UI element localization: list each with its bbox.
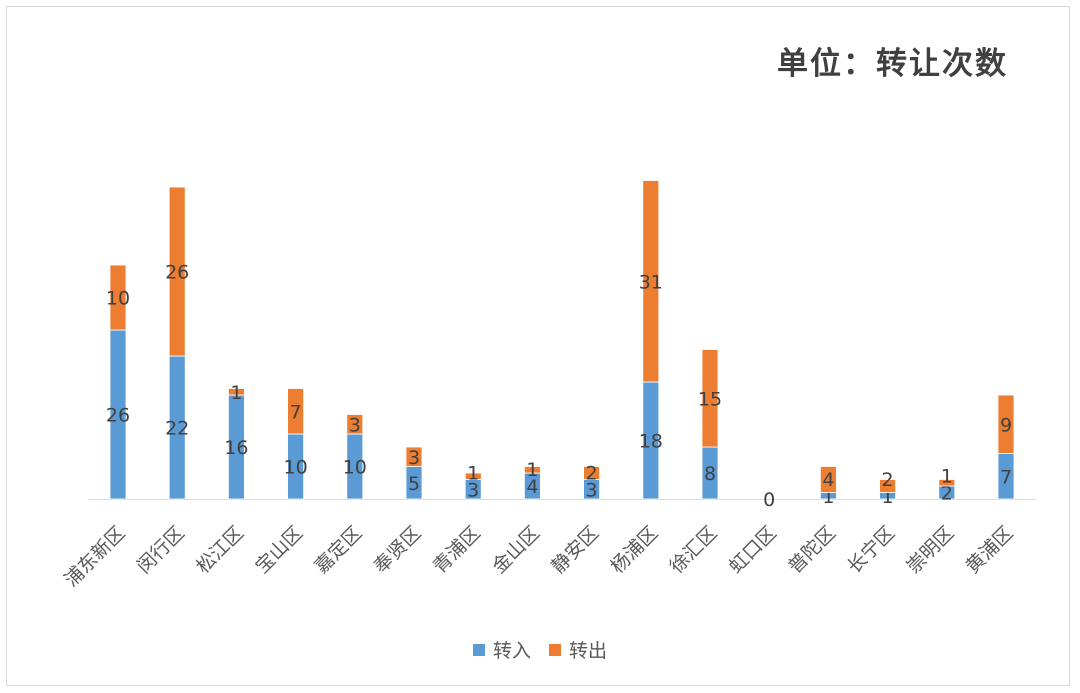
bar-out [287,388,305,435]
data-label-out: 9 [1000,414,1012,436]
data-label-out: 15 [698,388,722,410]
bar-out [820,466,837,493]
data-label-in: 18 [639,431,663,453]
data-label-out: 7 [290,401,302,423]
data-label-in: 0 [763,489,775,511]
bar-out [879,479,896,493]
bar-out [701,349,719,448]
bar-out [524,466,541,474]
category-label: 杨浦区 [606,522,662,578]
category-label: 普陀区 [784,522,840,578]
legend-label-out: 转出 [569,640,608,662]
data-label-out: 3 [408,447,420,469]
category-label: 徐汇区 [666,522,722,578]
data-label-in: 3 [586,479,598,501]
bar-out [168,186,186,357]
data-label-out: 26 [165,262,189,284]
data-label-in: 7 [1000,466,1012,488]
category-label: 黄浦区 [962,522,1018,578]
bar-out [642,180,660,383]
data-label-in: 22 [165,418,189,440]
category-label: 青浦区 [429,522,485,578]
data-label-out: 4 [822,469,834,491]
data-label-in: 10 [284,457,308,479]
category-label: 崇明区 [902,522,958,578]
category-label: 奉贤区 [370,522,426,578]
category-label: 浦东新区 [60,522,129,591]
data-label-out: 2 [586,462,598,484]
category-label: 闵行区 [133,522,189,578]
bar-out [227,388,245,396]
bar-out [346,414,364,435]
bar-out [583,466,600,480]
data-label-in: 3 [467,479,479,501]
bar-out [109,264,127,331]
bar-out [938,479,956,487]
data-label-in: 4 [526,476,538,498]
category-label: 金山区 [488,522,544,578]
legend-item-out: 转出 [549,636,607,663]
bar-out [464,472,482,480]
data-label-out: 1 [526,459,538,481]
legend-swatch-out [549,643,562,656]
data-label-in: 16 [224,437,248,459]
category-label: 虹口区 [725,522,781,578]
data-label-out: 1 [230,382,242,404]
category-label: 宝山区 [251,522,307,578]
legend: 转入 转出 [0,636,1080,663]
category-label: 长宁区 [843,522,899,578]
data-label-out: 10 [106,288,130,310]
data-label-in: 26 [106,405,130,427]
legend-label-in: 转入 [492,640,531,662]
legend-swatch-in [472,643,485,656]
data-label-out: 1 [467,462,479,484]
data-label-out: 1 [941,466,953,488]
data-label-out: 31 [639,271,663,293]
bar-out [997,394,1015,454]
legend-item-in: 转入 [472,636,531,663]
data-label-out: 3 [349,414,361,436]
chart-frame [6,6,1070,686]
category-label: 嘉定区 [310,522,366,578]
data-label-in: 10 [343,457,367,479]
data-label-out: 2 [882,469,894,491]
bar-out [405,446,423,467]
data-label-in: 2 [941,483,953,505]
category-label: 静安区 [547,522,603,578]
data-label-in: 5 [408,473,420,495]
category-label: 松江区 [192,522,248,578]
data-label-in: 8 [704,463,716,485]
chart-title: 单位：转让次数 [777,46,1008,82]
